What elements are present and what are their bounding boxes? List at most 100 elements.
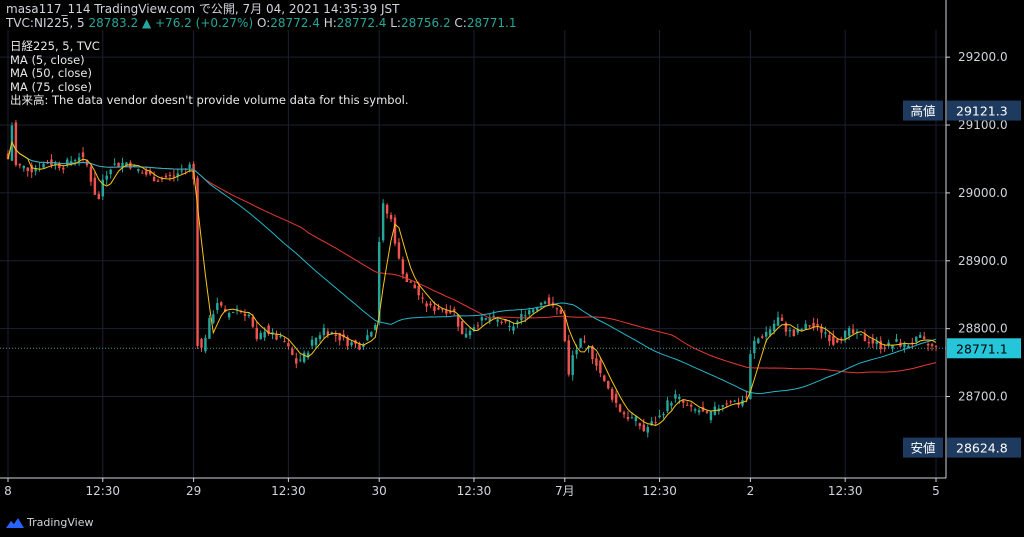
candle-body	[918, 334, 922, 338]
candle	[275, 330, 278, 341]
ma5-line	[7, 140, 937, 427]
candle-body	[642, 424, 645, 432]
candle	[160, 176, 164, 183]
candle-body	[30, 165, 33, 173]
candle	[97, 191, 101, 200]
candle-body	[137, 168, 140, 171]
candle-body	[926, 343, 930, 346]
candle-body	[488, 318, 491, 321]
candle-body	[630, 417, 634, 419]
candle-body	[476, 325, 480, 327]
candle	[626, 411, 630, 422]
candle-body	[255, 327, 259, 340]
candle	[117, 162, 120, 168]
candle	[922, 331, 926, 340]
candle-body	[780, 317, 784, 321]
legend-ma75[interactable]: MA (75, close)	[10, 79, 92, 94]
candle-body	[377, 241, 381, 323]
candle	[346, 335, 349, 350]
candle-body	[231, 311, 235, 313]
candle-body	[784, 322, 788, 332]
x-tick-label: 5	[932, 484, 940, 498]
candle-body	[587, 346, 590, 349]
candle	[77, 152, 81, 166]
candle	[697, 407, 701, 416]
candle-body	[820, 326, 823, 333]
candle-body	[843, 330, 847, 339]
candle	[780, 313, 784, 322]
x-tick-label: 30	[372, 484, 387, 498]
candle-body	[650, 421, 653, 426]
candle	[926, 342, 930, 351]
candle	[895, 334, 898, 343]
candle-body	[528, 310, 531, 315]
y-tick-label: 28900.0	[958, 254, 1008, 268]
candle-body	[480, 317, 484, 321]
candle	[828, 331, 831, 346]
y-tick-label: 28700.0	[958, 390, 1008, 404]
candle-body	[299, 359, 302, 361]
candle	[259, 330, 262, 340]
candle-body	[891, 344, 894, 349]
legend-ma5[interactable]: MA (5, close)	[10, 52, 85, 67]
candle-body	[812, 322, 815, 328]
candle	[144, 166, 148, 177]
legend-ma50[interactable]: MA (50, close)	[10, 66, 92, 80]
candle	[496, 317, 499, 327]
candle-body	[314, 338, 318, 346]
candle	[113, 158, 116, 166]
legend-symbol[interactable]: 日経225, 5, TVC	[10, 39, 100, 53]
y-tick-label: 29000.0	[958, 186, 1008, 200]
candle-body	[804, 323, 807, 330]
candle-body	[200, 338, 203, 348]
candle-body	[429, 303, 432, 306]
candle-body	[14, 122, 18, 166]
candle	[26, 167, 29, 177]
candle-body	[279, 336, 282, 338]
candle-body	[251, 316, 255, 327]
candle	[247, 313, 251, 319]
candle	[689, 402, 693, 412]
legend-volume[interactable]: 出来高: The data vendor doesn't provide vol…	[10, 93, 409, 107]
candle-body	[563, 314, 567, 342]
candle-body	[401, 259, 405, 275]
candle	[326, 328, 330, 338]
candle-body	[879, 340, 882, 349]
candle-body	[792, 329, 796, 337]
candle-body	[520, 314, 523, 321]
ma50-line	[7, 140, 937, 395]
candle	[137, 168, 140, 174]
candle-body	[535, 307, 539, 311]
candle	[164, 173, 168, 179]
candle-body	[871, 339, 875, 344]
close-value: 28771.1	[466, 16, 517, 30]
candle-body	[397, 242, 401, 259]
x-tick-label: 12:30	[457, 484, 492, 498]
candle	[918, 332, 922, 338]
candle-body	[697, 410, 701, 413]
candle-body	[772, 323, 776, 332]
candle	[279, 332, 282, 339]
candle	[401, 256, 405, 279]
candle-body	[749, 354, 752, 400]
candle-body	[302, 352, 306, 363]
symbol-label: TVC:NI225, 5	[6, 16, 85, 30]
candle	[385, 203, 389, 219]
candle-body	[456, 314, 460, 327]
candle-body	[291, 348, 294, 355]
tradingview-brand[interactable]: TradingView	[6, 516, 93, 529]
candle-body	[176, 173, 180, 177]
candle	[642, 418, 645, 433]
candle	[421, 292, 424, 304]
candle	[907, 344, 910, 349]
candle	[306, 350, 310, 360]
candle-body	[788, 330, 792, 332]
candle-body	[445, 310, 448, 314]
candle	[555, 307, 559, 315]
high-price-label-text: 高値	[910, 104, 935, 119]
candle	[634, 415, 638, 427]
candle-body	[441, 308, 444, 310]
candle-body	[125, 162, 128, 166]
